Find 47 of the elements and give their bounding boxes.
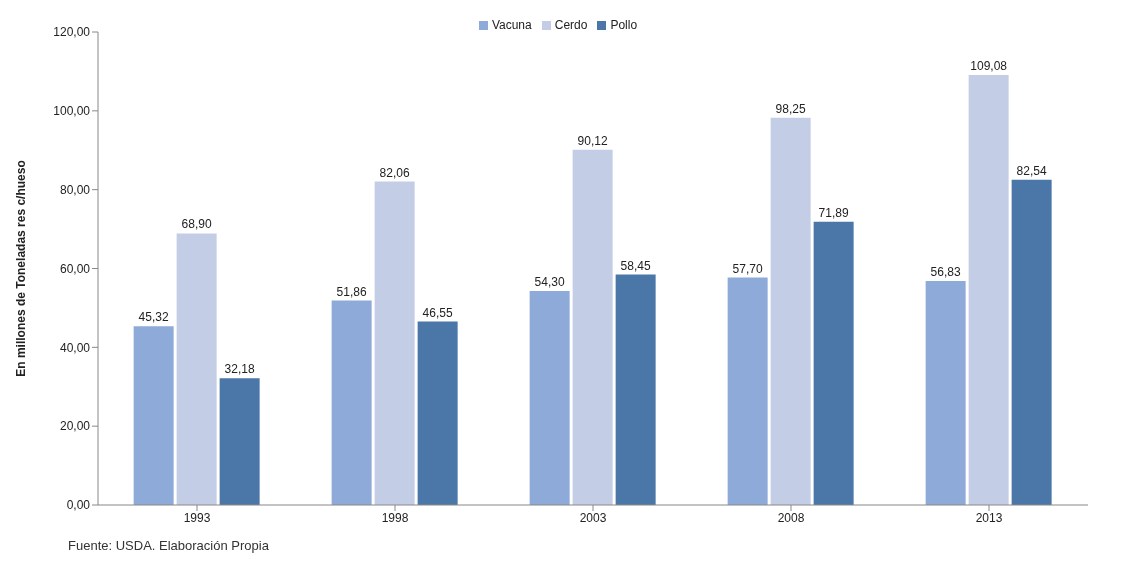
bar xyxy=(1011,179,1052,505)
data-label: 71,89 xyxy=(818,205,849,220)
data-label: 82,06 xyxy=(379,165,410,180)
data-label: 57,70 xyxy=(732,261,763,276)
data-label: 98,25 xyxy=(775,101,806,116)
bar xyxy=(727,277,768,505)
y-tick-label: 80,00 xyxy=(59,182,91,197)
bar xyxy=(615,274,656,505)
data-label: 82,54 xyxy=(1016,163,1047,178)
y-tick-label: 40,00 xyxy=(59,340,91,355)
bar xyxy=(770,117,811,505)
y-axis-title: En millones de Toneladas res c/hueso xyxy=(14,160,29,377)
data-label: 54,30 xyxy=(534,274,565,289)
y-tick-label: 100,00 xyxy=(53,104,91,119)
data-label: 109,08 xyxy=(970,59,1008,74)
bar xyxy=(813,221,854,505)
x-tick-label: 1993 xyxy=(183,510,211,525)
y-tick-label: 60,00 xyxy=(59,261,91,276)
data-label: 56,83 xyxy=(930,265,961,279)
bar xyxy=(529,290,570,505)
bar xyxy=(176,233,217,505)
bar xyxy=(219,378,260,505)
bar xyxy=(968,75,1009,505)
x-tick-label: 2008 xyxy=(777,510,805,525)
data-label: 32,18 xyxy=(224,362,255,377)
data-label: 68,90 xyxy=(181,217,212,232)
y-tick-label: 0,00 xyxy=(66,498,91,513)
x-tick-label: 1998 xyxy=(381,510,409,525)
legend-label: Cerdo xyxy=(554,18,588,32)
data-label: 45,32 xyxy=(138,310,169,325)
legend-label: Vacuna xyxy=(491,18,532,32)
legend-label: Pollo xyxy=(610,18,638,32)
bar xyxy=(374,181,415,505)
bar xyxy=(331,300,372,505)
bar xyxy=(925,281,966,505)
x-tick-label: 2013 xyxy=(975,510,1003,525)
y-tick-label: 120,00 xyxy=(53,25,91,40)
bar xyxy=(572,149,613,505)
bar xyxy=(417,321,458,505)
data-label: 58,45 xyxy=(620,258,651,273)
source-note: Fuente: USDA. Elaboración Propia xyxy=(68,538,270,553)
data-label: 46,55 xyxy=(422,305,453,320)
data-label: 90,12 xyxy=(577,133,608,148)
data-label: 51,86 xyxy=(336,284,367,299)
x-tick-label: 2003 xyxy=(579,510,607,525)
y-tick-label: 20,00 xyxy=(59,419,91,434)
bar xyxy=(133,326,174,505)
